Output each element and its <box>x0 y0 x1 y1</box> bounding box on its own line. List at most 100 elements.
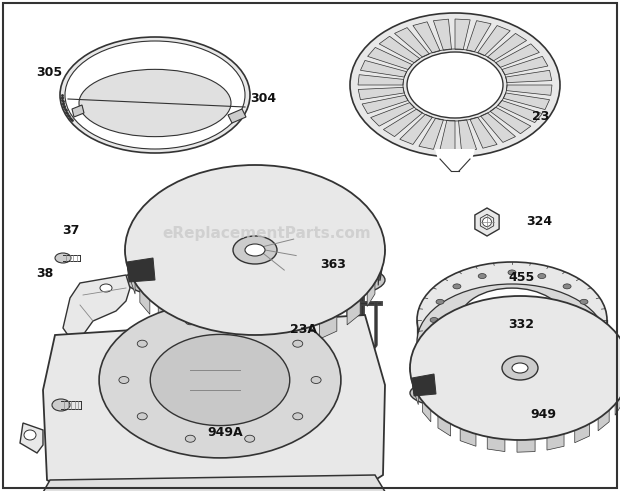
Ellipse shape <box>125 254 385 305</box>
Text: 363: 363 <box>320 258 346 271</box>
Polygon shape <box>490 107 531 134</box>
Polygon shape <box>412 374 436 396</box>
Ellipse shape <box>460 288 564 352</box>
Polygon shape <box>557 368 620 379</box>
Polygon shape <box>285 191 352 233</box>
Ellipse shape <box>460 310 564 374</box>
Ellipse shape <box>455 275 519 315</box>
Polygon shape <box>487 33 526 61</box>
Ellipse shape <box>502 356 538 380</box>
Bar <box>479 289 495 303</box>
Ellipse shape <box>125 165 385 335</box>
Polygon shape <box>299 250 380 263</box>
Ellipse shape <box>474 286 500 304</box>
Ellipse shape <box>508 365 516 370</box>
Polygon shape <box>451 311 465 336</box>
Ellipse shape <box>508 270 516 275</box>
Polygon shape <box>140 280 150 314</box>
Polygon shape <box>609 332 618 360</box>
Ellipse shape <box>538 273 546 278</box>
Polygon shape <box>598 404 609 431</box>
Ellipse shape <box>410 371 620 414</box>
Ellipse shape <box>99 302 341 458</box>
Polygon shape <box>506 70 552 82</box>
Polygon shape <box>440 120 455 151</box>
Polygon shape <box>435 149 475 172</box>
Polygon shape <box>228 109 246 123</box>
Polygon shape <box>480 113 515 142</box>
Ellipse shape <box>293 413 303 420</box>
Polygon shape <box>400 114 432 144</box>
Polygon shape <box>337 191 352 222</box>
Polygon shape <box>413 22 440 53</box>
Polygon shape <box>131 253 212 272</box>
Polygon shape <box>158 267 226 309</box>
Ellipse shape <box>410 296 620 440</box>
Ellipse shape <box>185 435 195 442</box>
Polygon shape <box>173 183 232 230</box>
Polygon shape <box>383 109 423 136</box>
Polygon shape <box>517 390 535 434</box>
Polygon shape <box>362 95 408 113</box>
Ellipse shape <box>150 334 290 426</box>
Text: 23A: 23A <box>290 324 317 336</box>
Polygon shape <box>470 117 497 148</box>
Polygon shape <box>287 321 307 348</box>
Polygon shape <box>216 275 249 327</box>
Polygon shape <box>438 382 495 418</box>
Ellipse shape <box>293 340 303 347</box>
Polygon shape <box>477 26 510 55</box>
Polygon shape <box>557 368 620 379</box>
Polygon shape <box>295 258 375 284</box>
Ellipse shape <box>455 303 519 343</box>
Ellipse shape <box>417 284 607 400</box>
Ellipse shape <box>60 37 250 153</box>
Ellipse shape <box>586 318 594 323</box>
Polygon shape <box>547 428 564 450</box>
Polygon shape <box>127 258 155 282</box>
Polygon shape <box>460 423 476 446</box>
Polygon shape <box>299 250 380 263</box>
Polygon shape <box>422 377 488 404</box>
Polygon shape <box>360 208 370 242</box>
Ellipse shape <box>65 41 245 149</box>
Ellipse shape <box>137 413 148 420</box>
Polygon shape <box>487 389 515 434</box>
Polygon shape <box>273 173 294 197</box>
Polygon shape <box>63 275 130 338</box>
Polygon shape <box>237 172 259 223</box>
Polygon shape <box>418 339 425 367</box>
Polygon shape <box>503 93 549 109</box>
Polygon shape <box>131 259 135 294</box>
Ellipse shape <box>453 351 461 356</box>
Text: 332: 332 <box>508 318 534 330</box>
Polygon shape <box>150 197 163 230</box>
Polygon shape <box>135 216 143 250</box>
Polygon shape <box>203 174 244 225</box>
Text: 455: 455 <box>508 271 534 284</box>
Polygon shape <box>203 174 223 201</box>
Polygon shape <box>150 197 222 235</box>
Polygon shape <box>130 237 211 250</box>
Polygon shape <box>379 36 420 63</box>
Polygon shape <box>418 339 486 362</box>
Polygon shape <box>273 179 326 228</box>
Polygon shape <box>278 271 337 317</box>
Polygon shape <box>554 374 620 397</box>
Polygon shape <box>525 302 553 347</box>
Polygon shape <box>557 349 620 365</box>
Polygon shape <box>37 475 387 491</box>
Polygon shape <box>438 410 451 436</box>
Polygon shape <box>422 394 431 422</box>
Ellipse shape <box>233 236 277 264</box>
Polygon shape <box>368 48 412 70</box>
Text: 23: 23 <box>532 110 549 123</box>
Polygon shape <box>451 311 500 352</box>
Polygon shape <box>184 315 203 343</box>
Ellipse shape <box>24 430 36 440</box>
Polygon shape <box>545 318 602 354</box>
Polygon shape <box>433 19 451 50</box>
Ellipse shape <box>538 361 546 366</box>
Polygon shape <box>414 356 415 386</box>
Ellipse shape <box>100 284 112 292</box>
